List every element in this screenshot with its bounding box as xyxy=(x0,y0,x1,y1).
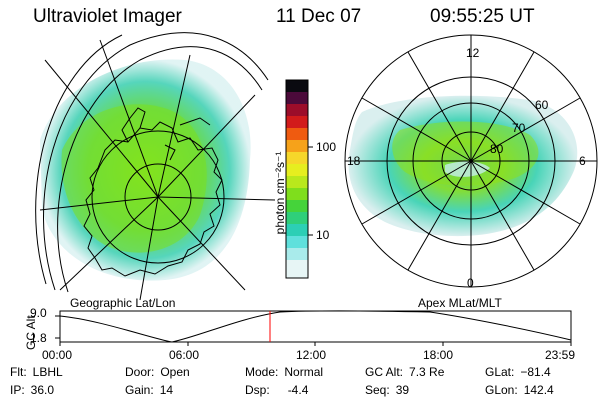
info-glon-value: 142.4 xyxy=(523,383,554,397)
apex-mlt-label-6: 6 xyxy=(579,154,586,168)
info-door-value: Open xyxy=(160,365,190,379)
colorbar xyxy=(285,79,313,279)
info-mode-label: Mode: xyxy=(245,365,279,379)
info-gain-value: 14 xyxy=(159,383,174,397)
info-flt-value: LBHL xyxy=(32,365,63,379)
timeline-x-tick-1800: 18:00 xyxy=(423,348,454,362)
colorbar-tick-100: 100 xyxy=(316,140,337,154)
apex-lat-label-60: 60 xyxy=(535,98,549,112)
info-glon-label: GLon: xyxy=(485,383,518,397)
geo-panel-label: Geographic Lat/Lon xyxy=(70,296,176,310)
timeline-x-tick-0000: 00:00 xyxy=(42,348,73,362)
timeline-y-tick-9: 9.0 xyxy=(30,306,47,320)
apex-panel-label: Apex MLat/MLT xyxy=(418,296,502,310)
info-ip: IP: 36.0 xyxy=(10,383,54,397)
geo-aurora-image xyxy=(40,59,251,281)
apex-map-panel xyxy=(344,34,598,288)
info-dsp-label: Dsp: xyxy=(245,383,270,397)
timeline-x-tick-0600: 06:00 xyxy=(169,348,200,362)
apex-lat-label-70: 70 xyxy=(512,121,526,135)
info-glat-value: −81.4 xyxy=(520,365,551,379)
timeline-y-tick-1.8: 1.8 xyxy=(30,331,47,345)
info-door-label: Door: xyxy=(125,365,155,379)
coastline xyxy=(83,107,223,277)
info-mode: Mode: Normal xyxy=(245,365,323,379)
apex-mlt-label-12: 12 xyxy=(466,46,480,60)
info-dsp-value: -4.4 xyxy=(287,383,309,397)
info-flt: Flt: LBHL xyxy=(10,365,63,379)
colorbar-tick-10: 10 xyxy=(316,228,330,242)
info-glat: GLat: −81.4 xyxy=(485,365,551,379)
colorbar-unit-label: photon cm⁻²s⁻¹ xyxy=(273,151,287,235)
info-gain: Gain: 14 xyxy=(125,383,173,397)
timeline-x-tick-2359: 23:59 xyxy=(545,348,576,362)
info-dsp: Dsp: -4.4 xyxy=(245,383,308,397)
info-ip-label: IP: xyxy=(10,383,25,397)
info-glat-label: GLat: xyxy=(485,365,515,379)
info-gain-label: Gain: xyxy=(125,383,154,397)
date-label: 11 Dec 07 xyxy=(276,6,362,27)
time-label: 09:55:25 UT xyxy=(430,6,535,27)
apex-mlt-label-0: 0 xyxy=(467,276,474,290)
info-door: Door: Open xyxy=(125,365,190,379)
info-seq-label: Seq: xyxy=(365,383,390,397)
info-seq: Seq: 39 xyxy=(365,383,409,397)
info-gc-alt: GC Alt: 7.3 Re xyxy=(365,365,444,379)
apex-mlt-label-18: 18 xyxy=(347,154,361,168)
info-gc-alt-value: 7.3 Re xyxy=(409,365,445,379)
info-ip-value: 36.0 xyxy=(30,383,55,397)
altitude-timeline-plot xyxy=(55,310,572,346)
geo-grid xyxy=(35,32,276,301)
apex-lat-label-80: 80 xyxy=(490,142,504,156)
timeline-x-tick-1200: 12:00 xyxy=(296,348,327,362)
info-mode-value: Normal xyxy=(284,365,324,379)
info-gc-alt-label: GC Alt: xyxy=(365,365,404,379)
info-glon: GLon: 142.4 xyxy=(485,383,554,397)
info-flt-label: Flt: xyxy=(10,365,27,379)
instrument-title: Ultraviolet Imager xyxy=(33,6,182,27)
info-seq-value: 39 xyxy=(395,383,410,397)
